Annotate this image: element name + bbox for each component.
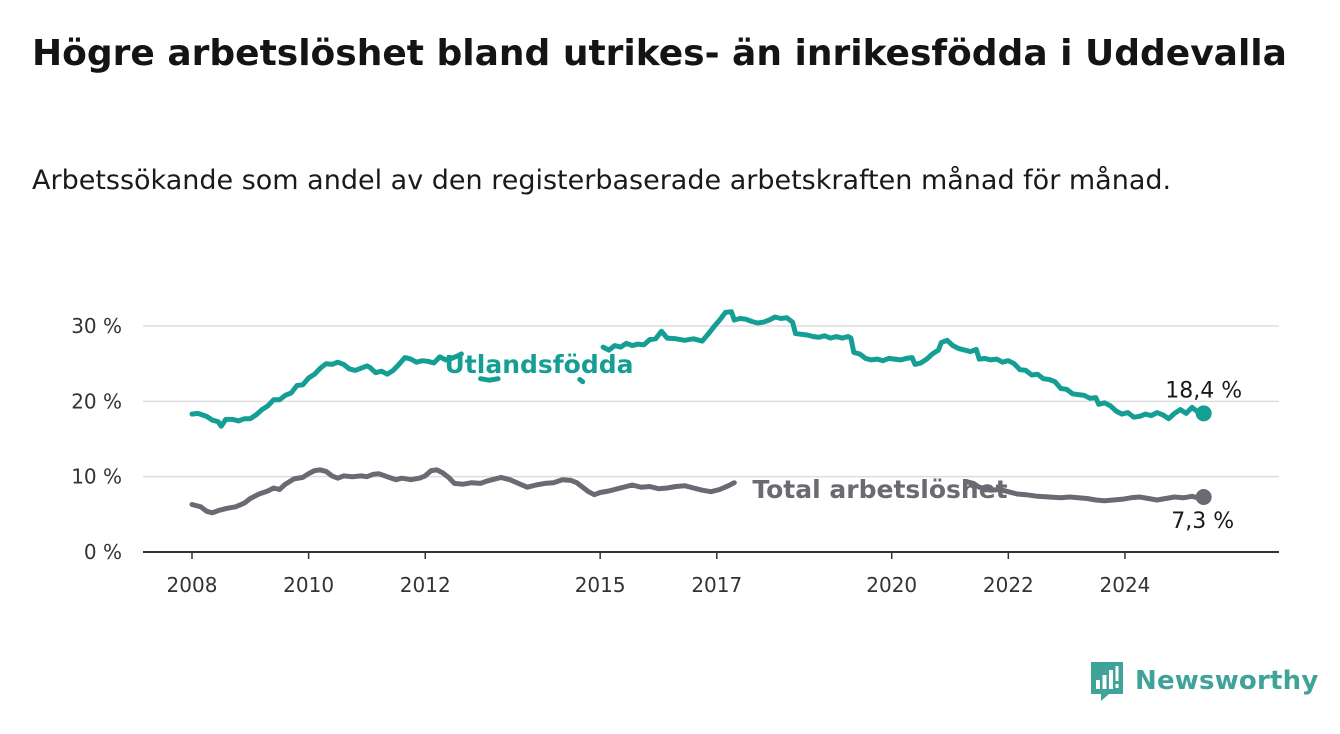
x-tick-label: 2020 <box>866 573 917 597</box>
x-tick-label: 2012 <box>400 573 451 597</box>
series-line-total-arbetsloshet <box>189 467 1207 516</box>
y-tick-label: 0 % <box>84 540 122 564</box>
brand-name: Newsworthy <box>1135 666 1319 696</box>
series-label-utlandsfodda: Utlandsfödda <box>445 350 634 379</box>
y-tick-label: 30 % <box>71 314 122 338</box>
x-tick-label: 2010 <box>283 573 334 597</box>
y-tick-label: 20 % <box>71 389 122 413</box>
series-label-total-arbetsloshet: Total arbetslöshet <box>752 475 1007 504</box>
end-dot-total-arbetsloshet <box>1195 489 1212 506</box>
chart-title: Högre arbetslöshet bland utrikes- än inr… <box>32 33 1287 74</box>
end-label-utlandsfodda: 18,4 % <box>1165 378 1242 403</box>
x-tick-label: 2015 <box>575 573 626 597</box>
end-dot-utlandsfodda <box>1195 405 1212 422</box>
x-tick-label: 2017 <box>691 573 742 597</box>
series-line-utlandsfodda <box>189 309 1207 429</box>
brand-logo: Newsworthy <box>1089 660 1318 702</box>
chart-subtitle: Arbetssökande som andel av den registerb… <box>32 165 1172 196</box>
x-tick-label: 2008 <box>167 573 218 597</box>
y-tick-label: 10 % <box>71 465 122 489</box>
newsworthy-logo-icon <box>1091 662 1123 701</box>
end-label-total-arbetsloshet: 7,3 % <box>1171 509 1234 534</box>
x-tick-label: 2024 <box>1100 573 1151 597</box>
x-tick-label: 2022 <box>983 573 1034 597</box>
